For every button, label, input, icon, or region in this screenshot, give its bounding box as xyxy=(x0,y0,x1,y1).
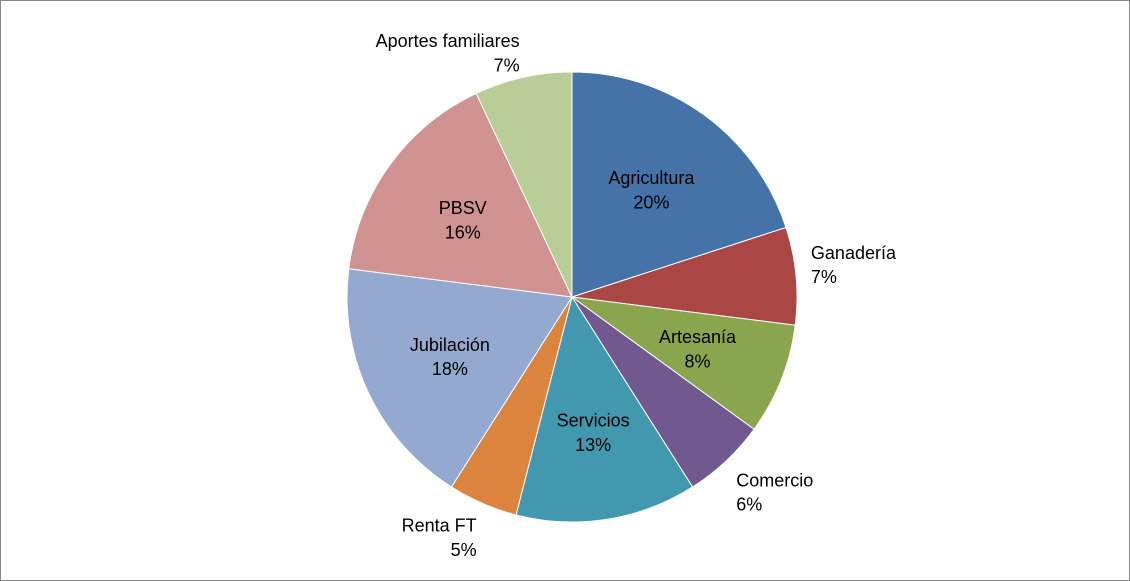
slice-category: Agricultura xyxy=(608,168,695,188)
slice-label: Jubilación 18% xyxy=(410,335,490,379)
pie-slice xyxy=(348,92,573,298)
pie-slice xyxy=(475,71,573,298)
slice-label: Ganadería 7% xyxy=(811,243,897,287)
slice-category: Renta FT xyxy=(402,516,477,536)
slice-value: 16% xyxy=(445,222,481,242)
pie-slice xyxy=(571,71,787,298)
slice-value: 5% xyxy=(451,540,477,560)
slice-category: Aportes familiares xyxy=(376,31,520,51)
slice-label: Agricultura 20% xyxy=(608,168,695,212)
slice-label: Comercio 6% xyxy=(736,470,813,514)
slice-category: Servicios xyxy=(557,411,630,431)
slice-value: 13% xyxy=(575,435,611,455)
pie-slice xyxy=(515,295,694,523)
slice-label: Artesanía 8% xyxy=(659,327,737,371)
slice-category: Artesanía xyxy=(659,327,737,347)
slice-category: PBSV xyxy=(439,198,487,218)
pie-slice xyxy=(346,268,573,488)
slice-label: Servicios 13% xyxy=(557,411,630,455)
slice-value: 7% xyxy=(811,267,837,287)
slice-value: 18% xyxy=(432,359,468,379)
pie-slice xyxy=(571,296,796,430)
slice-label: Renta FT 5% xyxy=(402,516,477,560)
slice-category: Comercio xyxy=(736,470,813,490)
slice-category: Jubilación xyxy=(410,335,490,355)
slice-value: 8% xyxy=(685,351,711,371)
slice-value: 20% xyxy=(633,192,669,212)
slice-label: Aportes familiares 7% xyxy=(376,31,520,75)
slice-value: 7% xyxy=(494,55,520,75)
slice-category: Ganadería xyxy=(811,243,897,263)
slice-label: PBSV 16% xyxy=(439,198,487,242)
slice-value: 6% xyxy=(736,495,762,515)
